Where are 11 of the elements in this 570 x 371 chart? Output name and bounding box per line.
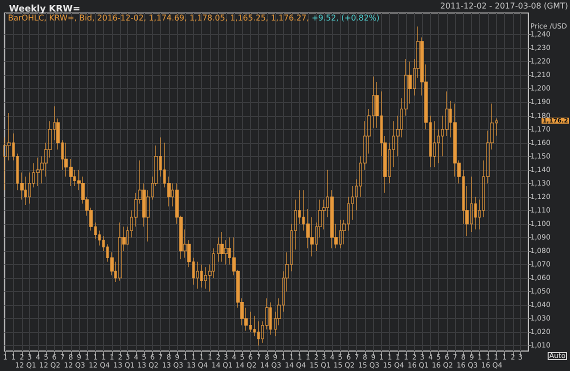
candlestick: [196, 261, 199, 290]
candlestick: [24, 176, 27, 206]
annotation: BarOHLC, KRW=, Bid, 2016-12-02, 1,174.69, 1,178.05, 1,165.25, 1,176.27,: [8, 14, 310, 22]
candlestick: [36, 157, 40, 186]
chart-subtitle: 2011-12-02 - 2017-03-08 (GMT): [440, 2, 568, 10]
annotation: +9.52, (+0.82%): [312, 14, 380, 22]
candlestick: [269, 302, 272, 336]
candlestick: [200, 264, 203, 288]
candlestick: [220, 232, 224, 262]
candlestick: [118, 222, 122, 281]
chart-title: Weekly KRW=: [9, 4, 80, 14]
